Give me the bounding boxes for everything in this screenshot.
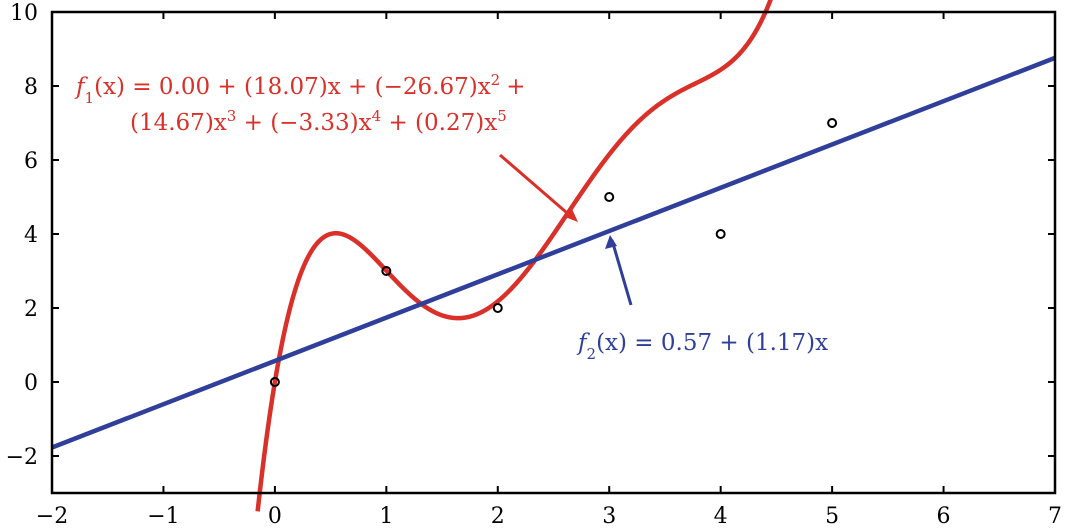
f1-label-line1: f1(x) = 0.00 + (18.07)x + (−26.67)x2 + [74, 71, 526, 107]
data-point [492, 303, 503, 313]
data-point [715, 229, 726, 239]
data-point [827, 118, 838, 128]
data-point [381, 266, 392, 276]
arrow-f2 [610, 239, 633, 306]
x-tick-label: 5 [825, 504, 839, 529]
x-tick-label: −1 [147, 504, 179, 529]
linear-curve-f2 [51, 55, 1056, 450]
x-tick-label: −2 [36, 504, 68, 529]
polynomial-curve-f1 [255, 0, 773, 512]
x-tick-label: 3 [602, 504, 616, 529]
x-tick-label: 7 [1048, 504, 1062, 529]
y-tick-label: 4 [24, 223, 38, 248]
y-tick-label: 8 [24, 75, 38, 100]
f1-label-line2: (14.67)x3 + (−3.33)x4 + (0.27)x5 [130, 107, 507, 136]
curves [51, 0, 1056, 512]
y-tick-label: 10 [10, 1, 38, 26]
y-tick-label: −2 [6, 445, 38, 470]
y-tick-label: 2 [24, 297, 38, 322]
arrow-f1 [499, 153, 575, 221]
f2-label: f2(x) = 0.57 + (1.17)x [576, 330, 828, 363]
x-tick-label: 0 [268, 504, 282, 529]
data-point [269, 377, 280, 387]
x-tick-label: 4 [714, 504, 728, 529]
x-tick-label: 6 [937, 504, 951, 529]
data-points [269, 118, 838, 387]
annotations: f1(x) = 0.00 + (18.07)x + (−26.67)x2 + (1… [74, 71, 828, 363]
arrowhead-f2 [605, 235, 617, 249]
x-tick-label: 2 [491, 504, 505, 529]
data-point [604, 192, 615, 202]
x-tick-label: 1 [379, 504, 393, 529]
arrowhead-f1 [565, 209, 578, 222]
plot-frame [50, 10, 1057, 495]
tick-labels: −2 −1 0 1 2 3 4 5 6 7 −2 0 2 4 6 8 10 [6, 1, 1062, 529]
y-tick-label: 0 [24, 371, 38, 396]
y-tick-label: 6 [24, 149, 38, 174]
